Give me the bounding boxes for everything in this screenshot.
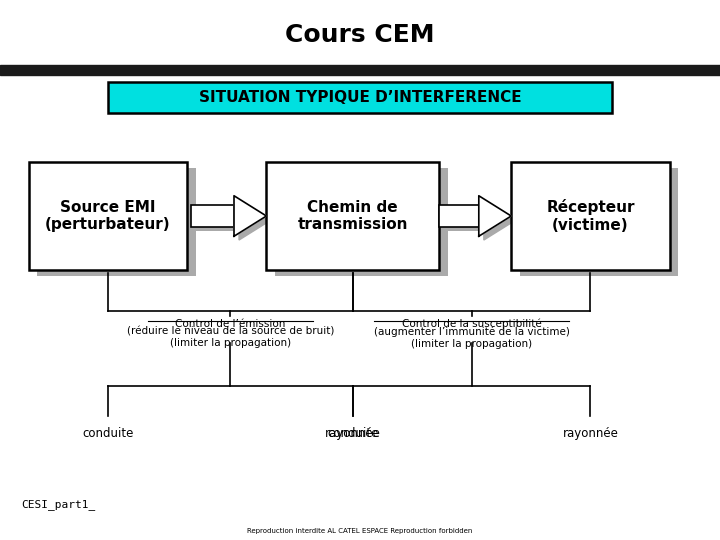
FancyBboxPatch shape bbox=[511, 162, 670, 270]
Text: rayonnée: rayonnée bbox=[325, 427, 381, 440]
FancyBboxPatch shape bbox=[108, 82, 612, 113]
Polygon shape bbox=[479, 195, 511, 237]
FancyBboxPatch shape bbox=[275, 168, 448, 276]
Text: conduite: conduite bbox=[82, 427, 134, 440]
Bar bbox=[439, 205, 479, 227]
Text: Récepteur
(victime): Récepteur (victime) bbox=[546, 199, 634, 233]
FancyBboxPatch shape bbox=[37, 168, 196, 276]
Text: conduite: conduite bbox=[327, 427, 379, 440]
Text: (augmenter l’immunité de la victime)
(limiter la propagation): (augmenter l’immunité de la victime) (li… bbox=[374, 327, 570, 349]
Text: Source EMI
(perturbateur): Source EMI (perturbateur) bbox=[45, 200, 171, 232]
Bar bbox=[444, 208, 484, 231]
Text: Control de l’émission: Control de l’émission bbox=[175, 319, 286, 329]
Text: rayonnée: rayonnée bbox=[562, 427, 618, 440]
Text: (réduire le niveau de la source de bruit)
(limiter la propagation): (réduire le niveau de la source de bruit… bbox=[127, 327, 334, 348]
Text: Chemin de
transmission: Chemin de transmission bbox=[297, 200, 408, 232]
Polygon shape bbox=[234, 195, 266, 237]
FancyBboxPatch shape bbox=[266, 162, 439, 270]
Text: CESI_part1_: CESI_part1_ bbox=[22, 500, 96, 510]
Text: Cours CEM: Cours CEM bbox=[285, 23, 435, 47]
Polygon shape bbox=[239, 200, 271, 240]
FancyBboxPatch shape bbox=[29, 162, 187, 270]
FancyBboxPatch shape bbox=[520, 168, 678, 276]
Text: SITUATION TYPIQUE D’INTERFERENCE: SITUATION TYPIQUE D’INTERFERENCE bbox=[199, 90, 521, 105]
Polygon shape bbox=[484, 200, 516, 240]
Bar bbox=[196, 208, 239, 231]
Bar bbox=[191, 205, 234, 227]
Bar bbox=[0, 65, 720, 75]
Text: Reproduction interdite AL CATEL ESPACE Reproduction forbidden: Reproduction interdite AL CATEL ESPACE R… bbox=[247, 528, 473, 534]
Text: Control de la susceptibilité: Control de la susceptibilité bbox=[402, 319, 541, 329]
